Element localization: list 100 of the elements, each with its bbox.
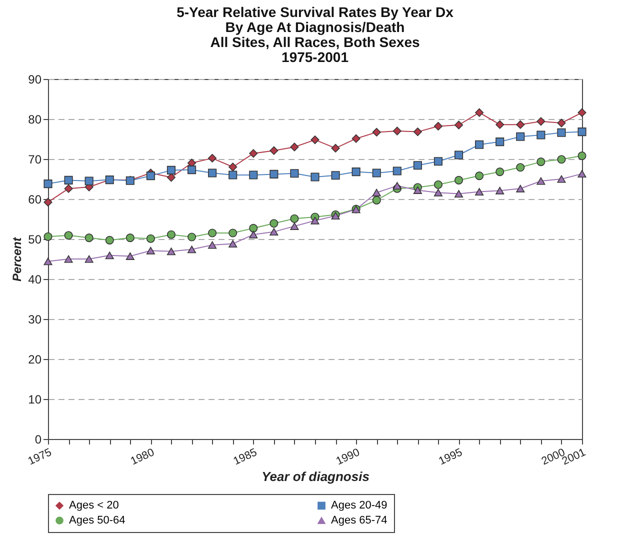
point — [228, 162, 238, 172]
point — [352, 168, 360, 176]
y-tick-label: 50 — [28, 232, 42, 246]
point — [434, 180, 443, 189]
point — [557, 118, 566, 128]
y-tick-label: 70 — [28, 152, 42, 166]
point — [372, 188, 381, 196]
point — [392, 182, 402, 190]
point — [166, 230, 176, 239]
point — [516, 184, 525, 192]
point — [578, 170, 586, 178]
y-tick-label: 0 — [34, 432, 42, 446]
point — [352, 134, 360, 143]
point — [64, 231, 73, 240]
x-tick-label: 1985 — [232, 446, 259, 468]
point — [249, 230, 258, 238]
y-tick-label: 90 — [28, 72, 42, 86]
point — [372, 168, 381, 178]
legend-label: Ages < 20 — [69, 500, 119, 512]
point — [516, 132, 525, 141]
point — [126, 252, 134, 260]
point — [413, 161, 422, 170]
point — [270, 170, 278, 178]
point — [166, 166, 176, 174]
y-tick-label: 30 — [28, 312, 42, 326]
point — [208, 154, 217, 162]
point — [496, 186, 504, 194]
point — [496, 168, 504, 176]
point — [536, 158, 546, 166]
point — [413, 128, 422, 136]
point — [208, 168, 217, 178]
point — [557, 128, 566, 137]
point — [454, 150, 464, 160]
point — [310, 216, 320, 224]
point — [392, 166, 402, 176]
x-tick-label: 1980 — [129, 446, 156, 468]
x-axis-title: Year of diagnosis — [262, 468, 370, 484]
point — [187, 246, 196, 254]
point — [434, 188, 443, 196]
point — [249, 224, 258, 232]
point — [310, 172, 320, 182]
point — [126, 234, 134, 242]
point — [249, 149, 258, 158]
point — [557, 155, 566, 164]
point — [454, 190, 464, 198]
point — [146, 246, 155, 254]
point — [434, 157, 443, 166]
point — [557, 175, 566, 183]
point — [434, 122, 443, 130]
point — [454, 176, 464, 184]
point — [270, 219, 278, 228]
x-tick-label: 1990 — [334, 446, 362, 468]
point — [496, 138, 504, 146]
point — [187, 166, 196, 174]
point — [578, 128, 586, 136]
point — [372, 196, 381, 204]
point — [475, 108, 484, 117]
point — [516, 163, 525, 172]
point — [536, 117, 546, 126]
point — [290, 142, 299, 152]
point — [64, 184, 73, 193]
point — [475, 172, 484, 180]
y-tick-label: 80 — [28, 112, 42, 126]
point — [44, 258, 52, 266]
y-tick-label: 40 — [28, 272, 42, 286]
point — [187, 232, 196, 242]
point — [372, 128, 381, 136]
point — [249, 170, 258, 180]
y-tick-label: 20 — [28, 352, 42, 366]
point — [44, 180, 52, 188]
x-tick-label: 1995 — [437, 446, 464, 468]
point — [146, 234, 155, 243]
point — [536, 130, 546, 140]
point — [475, 140, 484, 149]
point — [454, 120, 464, 130]
point — [44, 232, 52, 241]
point — [84, 255, 94, 263]
x-tick-label: 1975 — [26, 446, 54, 468]
point — [105, 252, 114, 260]
point — [64, 176, 73, 184]
point — [208, 241, 217, 249]
legend-label: Ages 20-49 — [331, 500, 388, 512]
point — [475, 188, 484, 196]
point — [516, 120, 525, 129]
point — [84, 176, 94, 186]
point — [290, 169, 299, 178]
point — [228, 170, 238, 180]
y-tick-label: 10 — [28, 392, 42, 406]
point — [392, 126, 402, 136]
point — [331, 144, 340, 152]
point — [146, 172, 155, 180]
point — [228, 228, 238, 238]
point — [310, 136, 320, 144]
point — [536, 177, 546, 185]
legend-label: Ages 65-74 — [331, 514, 388, 526]
point — [578, 152, 586, 160]
point — [270, 146, 278, 155]
point — [290, 214, 299, 223]
point — [84, 234, 94, 242]
point — [578, 108, 586, 117]
